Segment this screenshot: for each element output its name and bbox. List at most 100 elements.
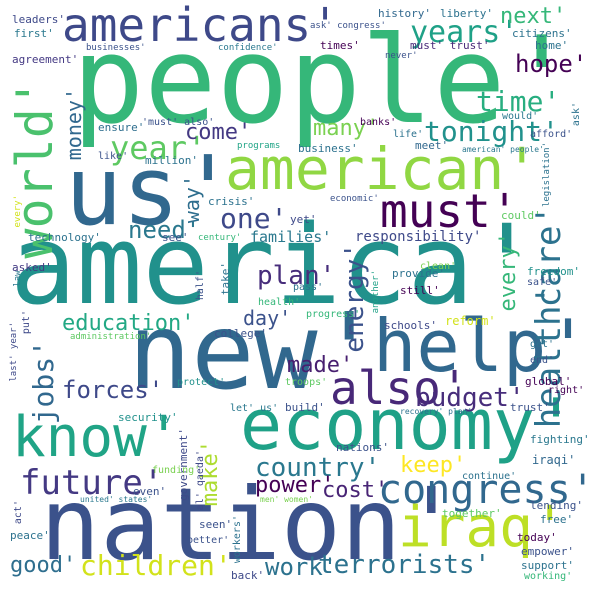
- word-country: country': [255, 453, 381, 483]
- word-budget: budget': [415, 383, 525, 413]
- word-support: support': [521, 559, 574, 572]
- word-united-states: united' states': [80, 495, 153, 504]
- word-fighting: fighting': [530, 433, 590, 446]
- word-never: never': [385, 51, 418, 61]
- word-like: like': [98, 151, 129, 162]
- word-know: know': [12, 405, 181, 470]
- word-protect: protect': [177, 377, 226, 388]
- word-children: children': [80, 549, 232, 582]
- word-crisis: crisis': [208, 195, 255, 208]
- word-businesses: businesses': [86, 43, 146, 53]
- word-liberty: liberty': [440, 7, 493, 20]
- word-made: made': [287, 353, 354, 378]
- word-pass: pass': [293, 282, 324, 293]
- word-troops: troops': [285, 377, 328, 388]
- word-citizens: citizens': [512, 27, 572, 40]
- word-act: act': [13, 500, 24, 525]
- word-also: also': [330, 361, 469, 415]
- word-clean: clean': [420, 261, 457, 272]
- word-technology: technology': [28, 231, 101, 244]
- word-could: could': [501, 209, 541, 222]
- word-come: come': [185, 120, 252, 145]
- word-end: end': [530, 355, 555, 366]
- word-responsibility: responsibility': [355, 229, 482, 245]
- word-leaders: leaders': [12, 13, 65, 26]
- word-times: times': [320, 39, 360, 52]
- word-college: college': [214, 327, 267, 340]
- word-energy: energy': [340, 243, 370, 353]
- word-iraqi: iraqi': [532, 453, 576, 467]
- word-reform: reform': [445, 314, 496, 328]
- word-must: must': [380, 184, 519, 238]
- word-many: many': [313, 116, 380, 141]
- word-still: still': [400, 284, 440, 297]
- word-confidence: confidence': [218, 43, 278, 53]
- word-terrorists: terrorists': [318, 550, 491, 580]
- word-schools: schools': [384, 319, 437, 332]
- word-take: take': [219, 262, 232, 296]
- word-last-year: last' year': [9, 322, 19, 382]
- word-half: half': [195, 270, 206, 301]
- word-administration: administration': [70, 332, 152, 342]
- word-continue: continue': [462, 471, 517, 482]
- word-money: money': [62, 88, 86, 161]
- word-new: new': [128, 291, 381, 413]
- word-work: work': [265, 553, 338, 581]
- word-ensure: ensure': [98, 121, 145, 134]
- word-forces: forces': [62, 376, 164, 404]
- word-must-trust: must' trust': [410, 39, 490, 52]
- word-agreement: agreement': [12, 53, 79, 66]
- word-nations: nations': [336, 441, 389, 454]
- word-way: way': [180, 175, 204, 224]
- word-economy: economy': [240, 384, 578, 466]
- word-global: global': [525, 375, 572, 388]
- word-first: first': [14, 27, 54, 40]
- word-men-women: men' women': [260, 495, 313, 504]
- word-security: security': [118, 411, 178, 424]
- word-american-people: american' people': [462, 145, 544, 154]
- word-every: every': [496, 232, 521, 312]
- word-year: year': [110, 129, 207, 167]
- word-cost: cost': [322, 478, 389, 503]
- word-legislation: legislation': [542, 142, 552, 208]
- word-next: next': [500, 4, 567, 29]
- word-congress: congress': [378, 467, 590, 513]
- word-put: put': [21, 310, 32, 335]
- word-even: even': [133, 485, 167, 498]
- word-home: home': [535, 39, 569, 52]
- word-years: years': [410, 15, 519, 50]
- word-lending: lending': [530, 499, 583, 512]
- word-banks: banks': [360, 117, 397, 128]
- word-us: us': [65, 137, 237, 247]
- word-every-small: every': [13, 195, 23, 228]
- word-al-qaeda: al' qaeda': [195, 450, 206, 511]
- word-families: families': [250, 228, 332, 246]
- word-funding: funding': [152, 465, 201, 476]
- word-trust: trust': [510, 401, 550, 414]
- word-jobs: jobs': [27, 340, 60, 425]
- word-life: life': [393, 129, 424, 140]
- word-plan: plan': [257, 261, 336, 291]
- word-seen: seen': [199, 518, 233, 531]
- word-keep: keep': [400, 453, 467, 478]
- word-working: working': [524, 571, 573, 582]
- word-people: people': [72, 12, 578, 151]
- word-back: back': [231, 569, 265, 582]
- word-meet: meet': [415, 139, 449, 152]
- word-afford: afford': [530, 129, 573, 140]
- word-hope: hope': [515, 50, 588, 78]
- word-another: another': [371, 270, 381, 314]
- word-progress: progress': [306, 309, 361, 320]
- word-today: today': [517, 531, 557, 544]
- word-empower: empower': [521, 545, 574, 558]
- word-freedom: freedom': [527, 265, 580, 278]
- word-better: better': [187, 535, 230, 546]
- word-right: right': [548, 385, 585, 396]
- word-ask-congress: ask' congress': [310, 21, 386, 31]
- word-future: future': [20, 463, 164, 503]
- word-need: need': [128, 216, 201, 244]
- word-million: million': [145, 154, 198, 167]
- word-one: one': [220, 202, 288, 235]
- word-help: help': [373, 304, 590, 388]
